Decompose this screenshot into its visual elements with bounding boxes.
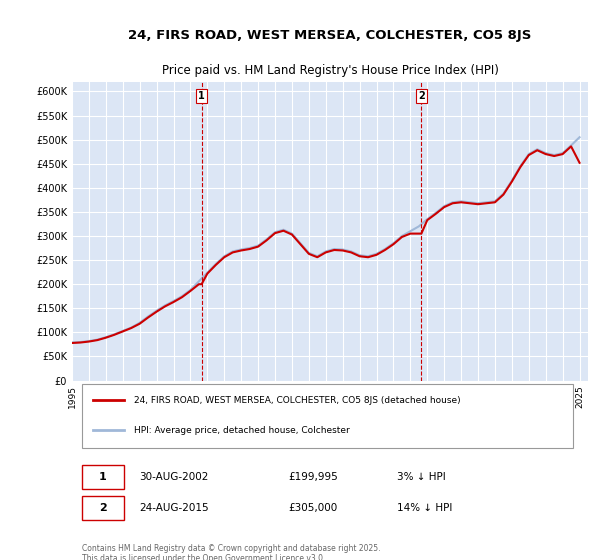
Text: 1: 1 [99,472,107,482]
Text: 24, FIRS ROAD, WEST MERSEA, COLCHESTER, CO5 8JS (detached house): 24, FIRS ROAD, WEST MERSEA, COLCHESTER, … [134,396,461,405]
Text: HPI: Average price, detached house, Colchester: HPI: Average price, detached house, Colc… [134,426,350,435]
Text: £305,000: £305,000 [289,503,338,513]
Text: £199,995: £199,995 [289,472,338,482]
Text: 2: 2 [418,91,425,101]
Text: 3% ↓ HPI: 3% ↓ HPI [397,472,446,482]
FancyBboxPatch shape [82,465,124,489]
Text: Price paid vs. HM Land Registry's House Price Index (HPI): Price paid vs. HM Land Registry's House … [161,64,499,77]
Text: 2: 2 [99,503,107,513]
FancyBboxPatch shape [82,384,572,447]
Text: 14% ↓ HPI: 14% ↓ HPI [397,503,452,513]
Text: 24, FIRS ROAD, WEST MERSEA, COLCHESTER, CO5 8JS: 24, FIRS ROAD, WEST MERSEA, COLCHESTER, … [128,29,532,42]
Text: 24-AUG-2015: 24-AUG-2015 [139,503,209,513]
FancyBboxPatch shape [82,496,124,520]
Text: 30-AUG-2002: 30-AUG-2002 [139,472,208,482]
Text: Contains HM Land Registry data © Crown copyright and database right 2025.
This d: Contains HM Land Registry data © Crown c… [82,544,381,560]
Text: 1: 1 [198,91,205,101]
